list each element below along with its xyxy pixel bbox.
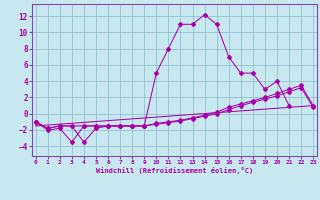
X-axis label: Windchill (Refroidissement éolien,°C): Windchill (Refroidissement éolien,°C) [96,167,253,174]
